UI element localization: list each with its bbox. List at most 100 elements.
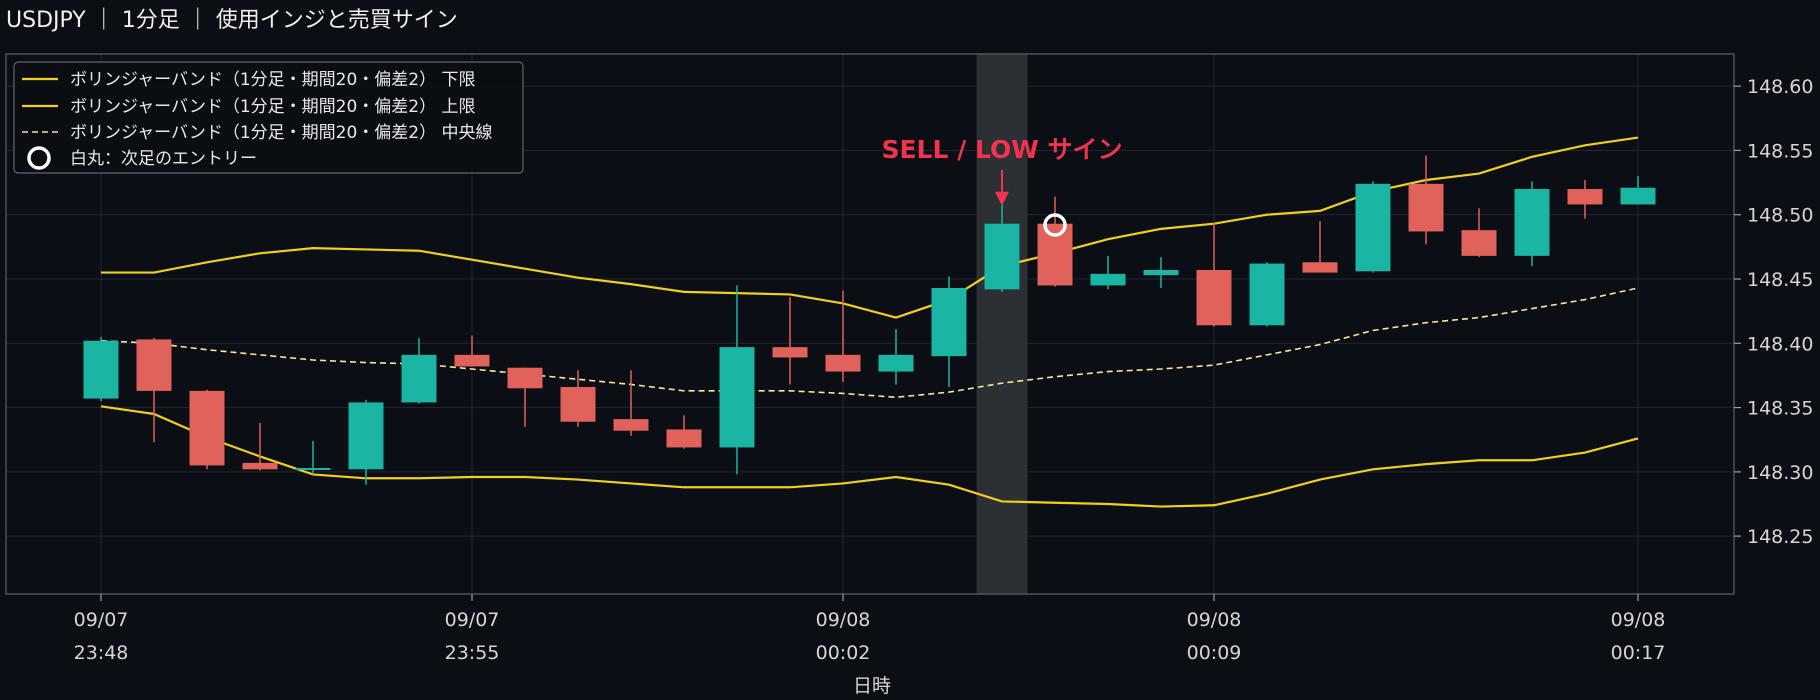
- candle-body: [348, 402, 384, 470]
- candle: [560, 370, 596, 427]
- bollinger-series: [100, 136, 1639, 508]
- plot-frame: [5, 53, 1735, 595]
- candle-body: [1514, 189, 1550, 256]
- legend-label-upper-band: ボリンジャーバンド（1分足・期間20・偏差2） 上限: [70, 97, 476, 117]
- x-tick-time: 00:09: [1187, 642, 1242, 664]
- x-tick-time: 00:02: [816, 642, 871, 664]
- y-tick-label: 148.25: [1747, 526, 1813, 548]
- candle: [401, 338, 437, 404]
- x-tick-date: 09/07: [445, 609, 500, 631]
- x-axis-title: 日時: [853, 675, 891, 697]
- candle-body: [242, 462, 278, 470]
- candle-body: [931, 288, 967, 357]
- sell-signal-arrow-head: [995, 191, 1009, 206]
- y-tick-label: 148.35: [1747, 398, 1813, 420]
- chart-title: USDJPY ｜ 1分足 ｜ 使用インジと売買サイン: [6, 8, 458, 33]
- candle-body: [295, 468, 331, 470]
- bollinger-middle-line: [100, 287, 1639, 399]
- candle-body: [666, 429, 702, 448]
- legend-box: [13, 61, 524, 174]
- candle-body: [1355, 183, 1391, 272]
- candle: [1620, 176, 1656, 205]
- candle-body: [1037, 223, 1073, 286]
- candle-body: [878, 354, 914, 372]
- candle: [878, 329, 914, 385]
- candle-body: [825, 354, 861, 372]
- candle-body: [1408, 183, 1444, 232]
- x-tick-date: 09/08: [1611, 609, 1666, 631]
- y-tick-label: 148.55: [1747, 140, 1813, 162]
- candle-body: [83, 340, 119, 399]
- candle-body: [136, 339, 172, 391]
- x-tick-time: 23:48: [74, 642, 129, 664]
- y-axis: 148.25 148.30 148.35 148.40 148.45 148.50 148.…: [1734, 76, 1813, 548]
- candle: [348, 399, 384, 485]
- entry-marker-circle: [1043, 213, 1067, 237]
- candle-body: [1302, 262, 1338, 273]
- candle: [1461, 208, 1497, 258]
- candle: [1302, 221, 1338, 273]
- y-tick-label: 148.50: [1747, 205, 1813, 227]
- candle-body: [189, 390, 225, 466]
- legend-label-lower-band: ボリンジャーバンド（1分足・期間20・偏差2） 下限: [70, 70, 476, 90]
- candle: [1408, 155, 1444, 245]
- candle: [931, 276, 967, 387]
- y-tick-label: 148.30: [1747, 462, 1813, 484]
- candle-body: [1090, 273, 1126, 286]
- x-tick-date: 09/07: [74, 609, 129, 631]
- sell-signal-label: SELL / LOW サイン: [881, 135, 1122, 164]
- bollinger-lower-line: [100, 405, 1639, 508]
- x-tick-time: 00:17: [1611, 642, 1666, 664]
- candle-body: [613, 419, 649, 431]
- candle: [136, 338, 172, 443]
- y-tick-label: 148.60: [1747, 76, 1813, 98]
- candle: [719, 285, 755, 475]
- candle-body: [401, 354, 437, 403]
- candle: [772, 297, 808, 385]
- candle: [1514, 181, 1550, 267]
- candle-body: [507, 367, 543, 389]
- candle-body: [719, 347, 755, 448]
- candle-body: [984, 223, 1020, 290]
- candles: [83, 155, 1656, 485]
- x-axis: 09/07 23:48 09/07 23:55 09/08 00:02 09/08 00:09…: [74, 594, 1666, 664]
- candle: [295, 441, 331, 475]
- x-tick-date: 09/08: [816, 609, 871, 631]
- legend: ボリンジャーバンド（1分足・期間20・偏差2） 下限 ボリンジャーバンド（1分足…: [13, 61, 524, 174]
- y-tick-label: 148.45: [1747, 269, 1813, 291]
- candle: [1567, 180, 1603, 219]
- candle: [83, 336, 119, 402]
- candle: [613, 370, 649, 436]
- signal-highlight-band: [976, 54, 1028, 594]
- candle: [454, 335, 490, 367]
- y-tick-label: 148.40: [1747, 333, 1813, 355]
- candle-body: [560, 387, 596, 422]
- legend-label-entry-marker: 白丸：次足のエントリー: [70, 149, 257, 169]
- candle-body: [1461, 230, 1497, 256]
- sell-signal-annotation: SELL / LOW サイン: [881, 135, 1123, 206]
- candle: [666, 415, 702, 449]
- candle: [507, 367, 543, 427]
- candle: [1090, 255, 1126, 290]
- candle: [1037, 196, 1073, 287]
- candle-body: [1567, 189, 1603, 205]
- candle-body: [454, 354, 490, 367]
- candle-body: [1620, 187, 1656, 205]
- candle: [242, 423, 278, 471]
- candle: [1196, 222, 1232, 327]
- candle: [189, 389, 225, 470]
- candle-body: [772, 347, 808, 358]
- legend-swatch-entry-marker: [27, 146, 51, 170]
- candle-body: [1143, 270, 1179, 276]
- legend-label-middle-band: ボリンジャーバンド（1分足・期間20・偏差2） 中央線: [70, 123, 493, 143]
- x-tick-time: 23:55: [445, 642, 500, 664]
- candle-body: [1196, 270, 1232, 326]
- candle-body: [1249, 263, 1285, 326]
- candle: [825, 290, 861, 382]
- candle: [1249, 262, 1285, 327]
- candle: [984, 199, 1020, 292]
- x-tick-date: 09/08: [1187, 609, 1242, 631]
- candle: [1143, 257, 1179, 288]
- candle: [1355, 181, 1391, 273]
